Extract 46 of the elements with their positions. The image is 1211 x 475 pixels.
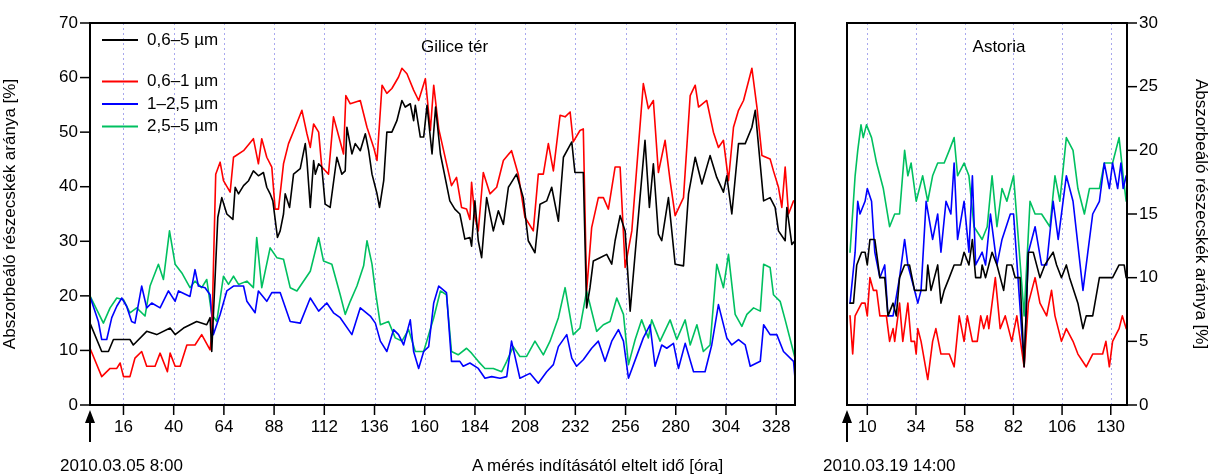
x-tick-label: 40: [164, 416, 184, 436]
x-tick-label: 208: [510, 416, 540, 436]
x-tick-label: 82: [1003, 416, 1023, 436]
y-tick-label: 70: [59, 12, 78, 32]
x-tick-label: 160: [410, 416, 439, 436]
x-tick-label: 130: [1096, 416, 1125, 436]
y-tick-label: 30: [59, 230, 78, 250]
x-tick-label: 16: [114, 416, 133, 436]
x-tick-label: 280: [661, 416, 690, 436]
x-tick-label: 58: [955, 416, 975, 436]
y-tick-label: 60: [59, 67, 78, 87]
y-tick-label: 40: [59, 176, 78, 196]
x-tick-label: 328: [761, 416, 791, 436]
legend-label: 0,6–5 µm: [147, 29, 219, 49]
y-axis-title: Abszorbeáló részecskék aránya [%]: [0, 78, 19, 350]
x-tick-label: 10: [857, 416, 877, 436]
y2-tick-label: 5: [1139, 331, 1149, 351]
y-tick-label: 10: [59, 340, 78, 360]
x-tick-label: 136: [360, 416, 389, 436]
x-tick-label: 184: [460, 416, 490, 436]
y-tick-label: 20: [59, 285, 78, 305]
text: 2010.03.05 8:00: [60, 456, 183, 475]
x-tick-label: 232: [561, 416, 590, 436]
x-tick-label: 34: [906, 416, 926, 436]
y2-tick-label: 15: [1139, 203, 1158, 223]
y2-tick-label: 10: [1139, 267, 1158, 287]
legend-label: 2,5–5 µm: [147, 116, 219, 136]
y-tick-label: 0: [68, 394, 78, 414]
legend-label: 1–2,5 µm: [147, 93, 219, 113]
y2-tick-label: 0: [1139, 394, 1149, 414]
x-tick-label: 106: [1047, 416, 1077, 436]
y-tick-label: 50: [59, 121, 78, 141]
x-tick-label: 256: [611, 416, 640, 436]
x-tick-label: 112: [310, 416, 338, 436]
text: 2010.03.19 14:00: [823, 456, 956, 475]
y2-tick-label: 30: [1139, 12, 1158, 32]
x-tick-label: 64: [214, 416, 234, 436]
y2-tick-label: 25: [1139, 76, 1158, 96]
text: Astoria: [972, 37, 1026, 56]
x-axis-title: A mérés indításától eltelt idő [óra]: [471, 456, 724, 475]
x-tick-label: 304: [711, 416, 741, 436]
x-tick-label: 88: [264, 416, 284, 436]
legend-label: 0,6–1 µm: [147, 71, 219, 91]
text: Gilice tér: [420, 37, 489, 56]
y2-tick-label: 20: [1139, 140, 1158, 160]
y2-axis-title: Abszorbeáló részecskék aránya [%]: [1192, 78, 1211, 350]
